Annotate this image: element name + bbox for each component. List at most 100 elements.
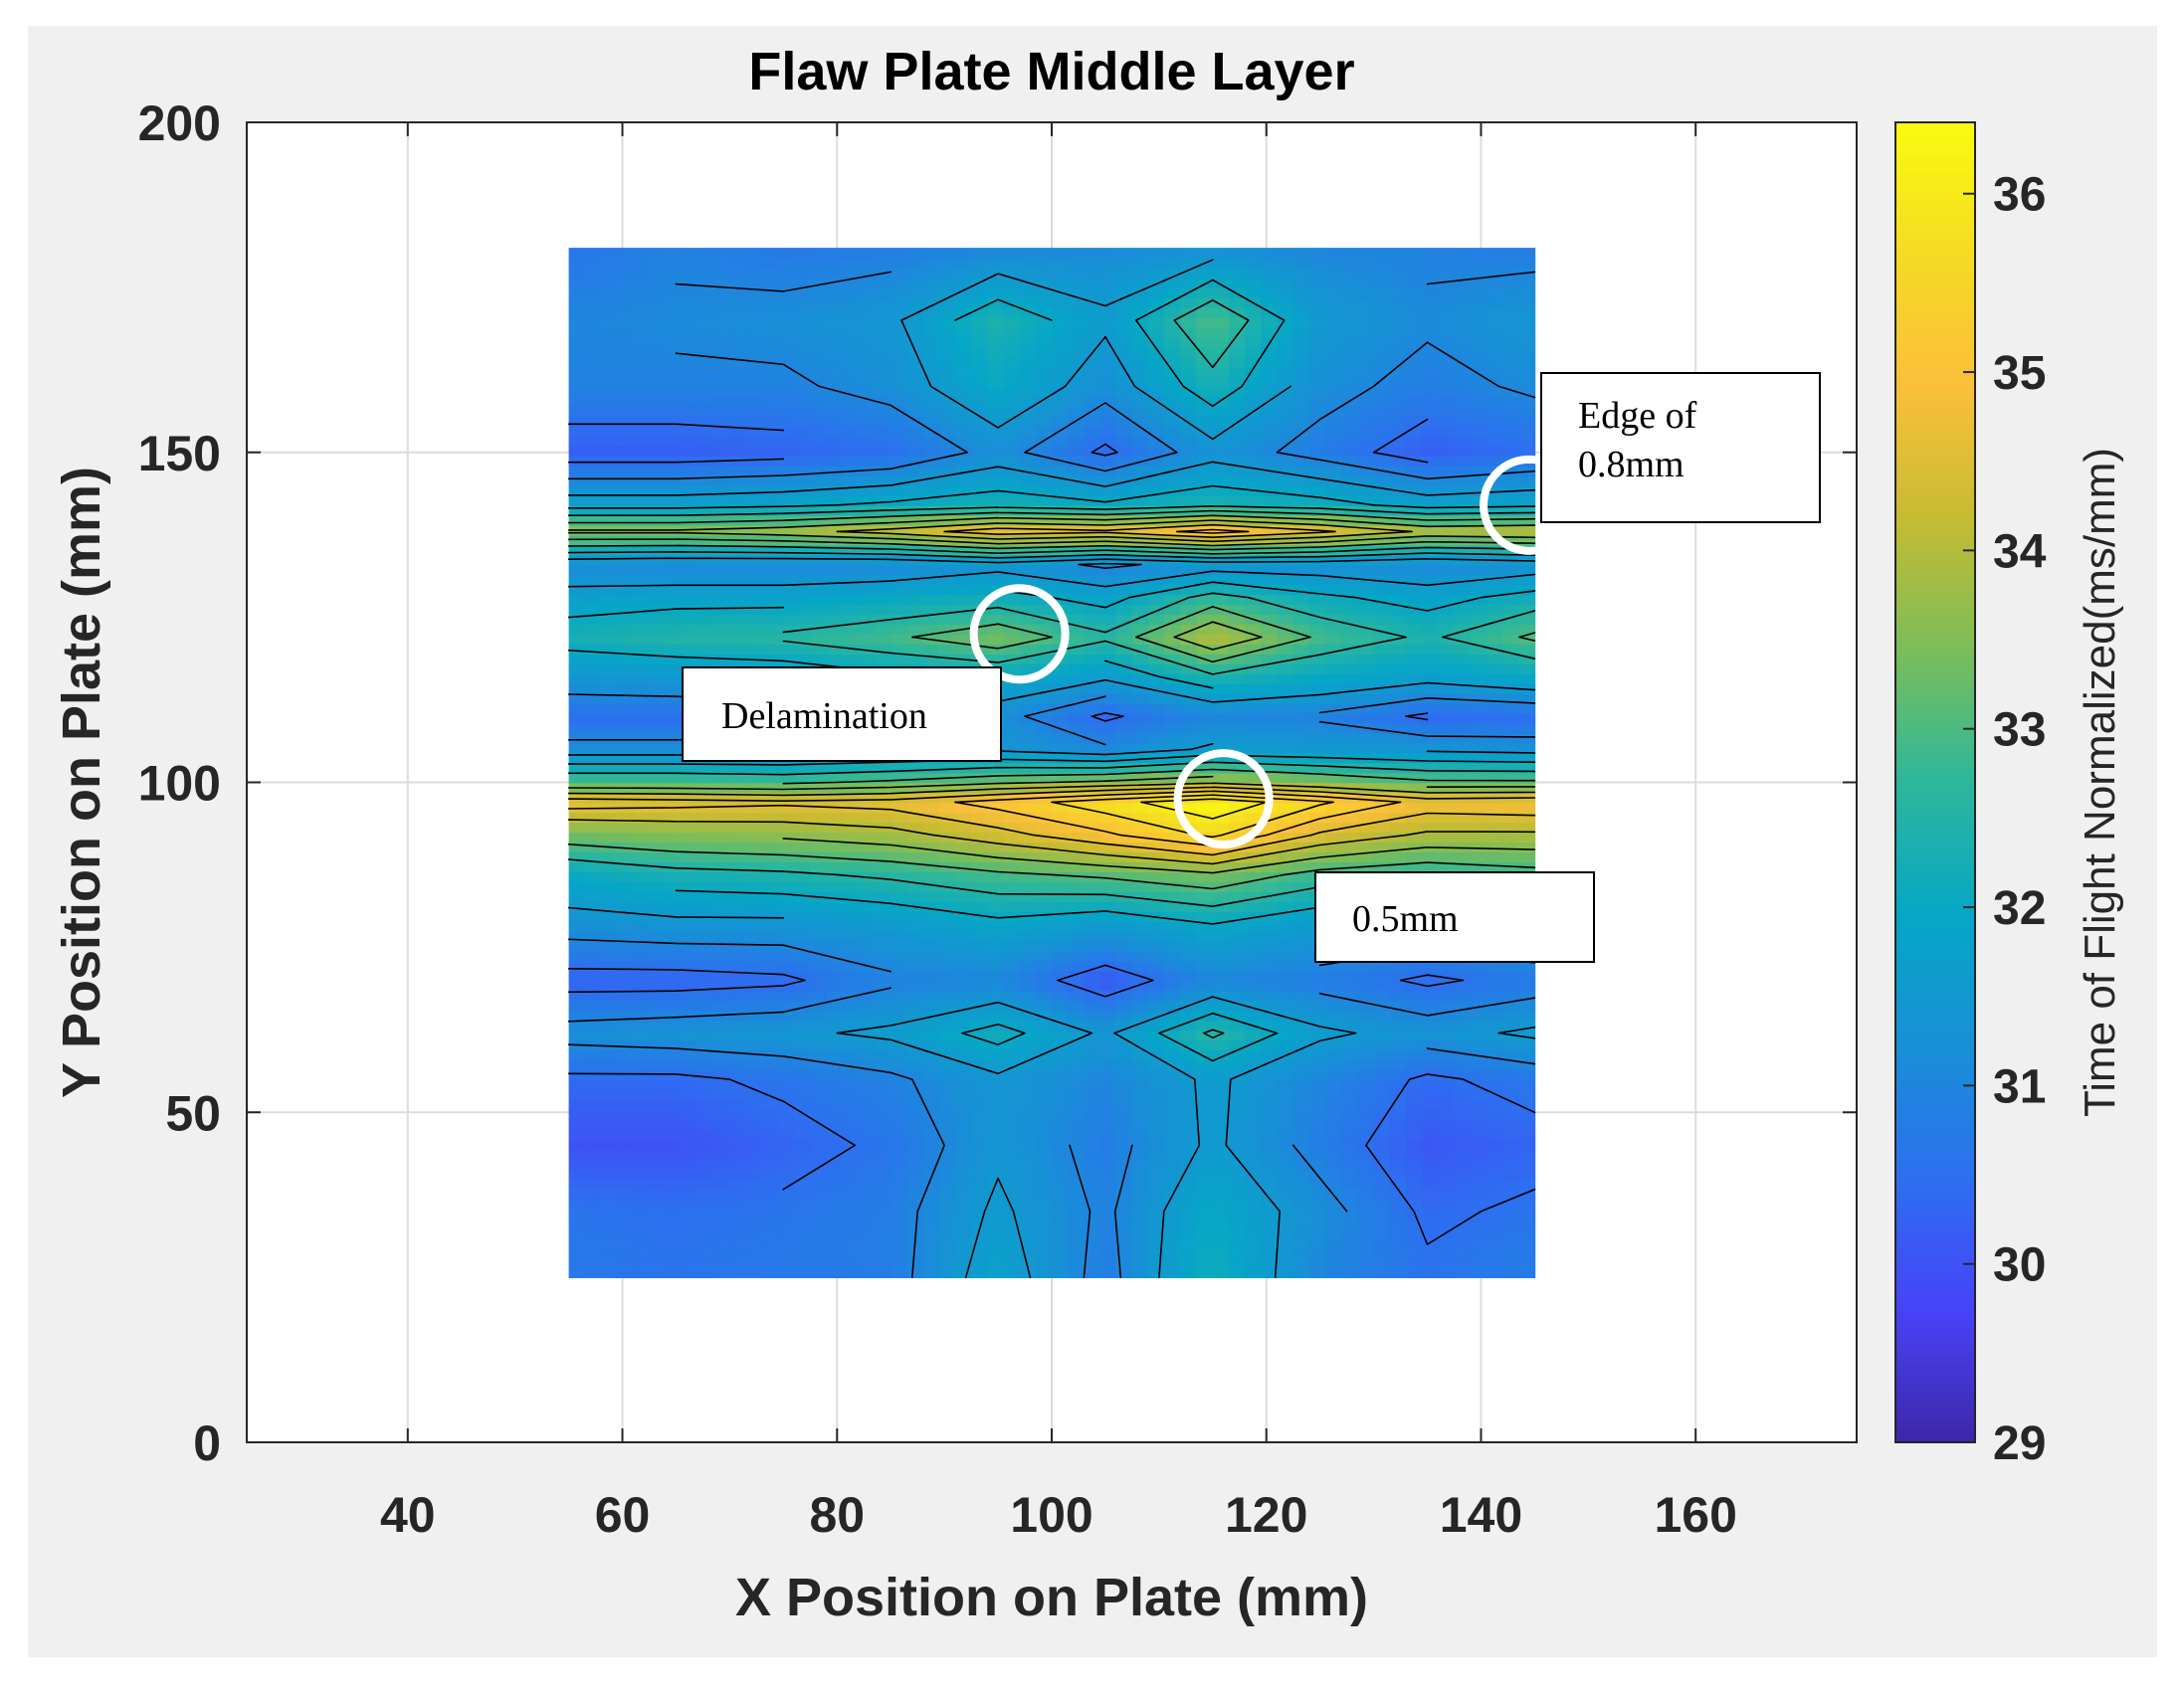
heatmap-cell bbox=[568, 1158, 586, 1170]
heatmap-cell bbox=[1389, 970, 1407, 982]
heatmap-cell bbox=[1196, 1148, 1214, 1160]
heatmap-cell bbox=[1164, 1030, 1182, 1041]
heatmap-cell bbox=[1292, 1099, 1310, 1110]
heatmap-cell bbox=[1003, 940, 1021, 952]
heatmap-cell bbox=[987, 1010, 1005, 1022]
heatmap-cell bbox=[1502, 634, 1519, 645]
heatmap-cell bbox=[1308, 861, 1326, 872]
heatmap-cell bbox=[1325, 1010, 1343, 1022]
heatmap-cell bbox=[697, 1148, 714, 1160]
heatmap-cell bbox=[938, 782, 956, 794]
heatmap-cell bbox=[971, 634, 989, 645]
heatmap-cell bbox=[1003, 871, 1021, 882]
heatmap-cell bbox=[826, 861, 844, 872]
heatmap-cell bbox=[697, 494, 714, 506]
heatmap-cell bbox=[875, 604, 892, 616]
heatmap-cell bbox=[1003, 950, 1021, 962]
heatmap-cell bbox=[1245, 475, 1263, 486]
heatmap-cell bbox=[842, 564, 860, 576]
heatmap-cell bbox=[649, 1128, 667, 1140]
heatmap-cell bbox=[922, 930, 940, 942]
heatmap-cell bbox=[1099, 574, 1117, 586]
heatmap-cell bbox=[1115, 1138, 1133, 1150]
heatmap-cell bbox=[633, 1089, 651, 1100]
heatmap-cell bbox=[1099, 673, 1117, 684]
heatmap-cell bbox=[665, 663, 683, 674]
heatmap-cell bbox=[665, 842, 683, 852]
heatmap-cell bbox=[1454, 644, 1472, 655]
heatmap-cell bbox=[1389, 1148, 1407, 1160]
heatmap-cell bbox=[1422, 574, 1440, 586]
heatmap-cell bbox=[1019, 624, 1037, 636]
heatmap-cell bbox=[1341, 772, 1359, 784]
heatmap-cell bbox=[1389, 812, 1407, 824]
heatmap-cell bbox=[1196, 1257, 1214, 1268]
heatmap-cell bbox=[1035, 1039, 1053, 1051]
heatmap-cell bbox=[1325, 1108, 1343, 1120]
heatmap-cell bbox=[1325, 970, 1343, 982]
heatmap-cell bbox=[842, 1257, 860, 1268]
heatmap-cell bbox=[1131, 614, 1149, 626]
heatmap-cell bbox=[1357, 1198, 1375, 1210]
heatmap-cell bbox=[617, 851, 635, 862]
heatmap-cell bbox=[922, 1089, 940, 1100]
heatmap-cell bbox=[617, 475, 635, 486]
heatmap-cell bbox=[1422, 594, 1440, 606]
heatmap-cell bbox=[1518, 1049, 1536, 1060]
heatmap-cell bbox=[1115, 1069, 1133, 1080]
heatmap-cell bbox=[1454, 484, 1472, 496]
heatmap-cell bbox=[713, 594, 731, 606]
heatmap-cell bbox=[906, 1257, 924, 1268]
heatmap-cell bbox=[681, 514, 698, 526]
heatmap-cell bbox=[1245, 683, 1263, 694]
heatmap-cell bbox=[1389, 822, 1407, 834]
heatmap-cell bbox=[1212, 456, 1230, 467]
heatmap-cell bbox=[1212, 1049, 1230, 1060]
heatmap-cell bbox=[568, 970, 586, 982]
heatmap-cell bbox=[1148, 1039, 1166, 1051]
heatmap-cell bbox=[1470, 1267, 1488, 1278]
heatmap-cell bbox=[1308, 1000, 1326, 1012]
heatmap-cell bbox=[987, 1118, 1005, 1130]
heatmap-cell bbox=[810, 960, 828, 972]
heatmap-cell bbox=[617, 970, 635, 982]
heatmap-cell bbox=[1003, 1247, 1021, 1259]
heatmap-cell bbox=[1196, 920, 1214, 932]
heatmap-cell bbox=[938, 1138, 956, 1150]
heatmap-cell bbox=[1068, 1069, 1086, 1080]
heatmap-cell bbox=[601, 712, 618, 724]
heatmap-cell bbox=[922, 564, 940, 576]
heatmap-cell bbox=[1196, 1030, 1214, 1041]
heatmap-cell bbox=[810, 920, 828, 932]
heatmap-cell bbox=[1389, 702, 1407, 714]
heatmap-cell bbox=[1180, 466, 1198, 476]
heatmap-cell bbox=[649, 702, 667, 714]
heatmap-cell bbox=[1389, 1188, 1407, 1200]
heatmap-cell bbox=[584, 1168, 602, 1180]
heatmap-cell bbox=[987, 792, 1005, 804]
heatmap-cell bbox=[938, 851, 956, 862]
heatmap-cell bbox=[1406, 614, 1423, 626]
heatmap-cell bbox=[1277, 475, 1294, 486]
heatmap-cell bbox=[1229, 663, 1246, 674]
heatmap-cell bbox=[906, 1030, 924, 1041]
heatmap-cell bbox=[1196, 1059, 1214, 1070]
heatmap-cell bbox=[1212, 1030, 1230, 1041]
heatmap-cell bbox=[777, 1227, 795, 1239]
heatmap-cell bbox=[1229, 871, 1246, 882]
heatmap-cell bbox=[826, 524, 844, 536]
heatmap-cell bbox=[649, 456, 667, 467]
heatmap-cell bbox=[875, 1138, 892, 1150]
heatmap-cell bbox=[1292, 624, 1310, 636]
heatmap-cell bbox=[1341, 1118, 1359, 1130]
heatmap-cell bbox=[875, 564, 892, 576]
heatmap-cell bbox=[1261, 1138, 1279, 1150]
heatmap-cell bbox=[858, 514, 876, 526]
heatmap-cell bbox=[938, 1158, 956, 1170]
heatmap-cell bbox=[794, 1069, 812, 1080]
heatmap-cell bbox=[1180, 1247, 1198, 1259]
heatmap-cell bbox=[938, 554, 956, 566]
heatmap-cell bbox=[745, 1020, 763, 1032]
heatmap-cell bbox=[568, 564, 586, 576]
heatmap-cell bbox=[858, 1218, 876, 1229]
